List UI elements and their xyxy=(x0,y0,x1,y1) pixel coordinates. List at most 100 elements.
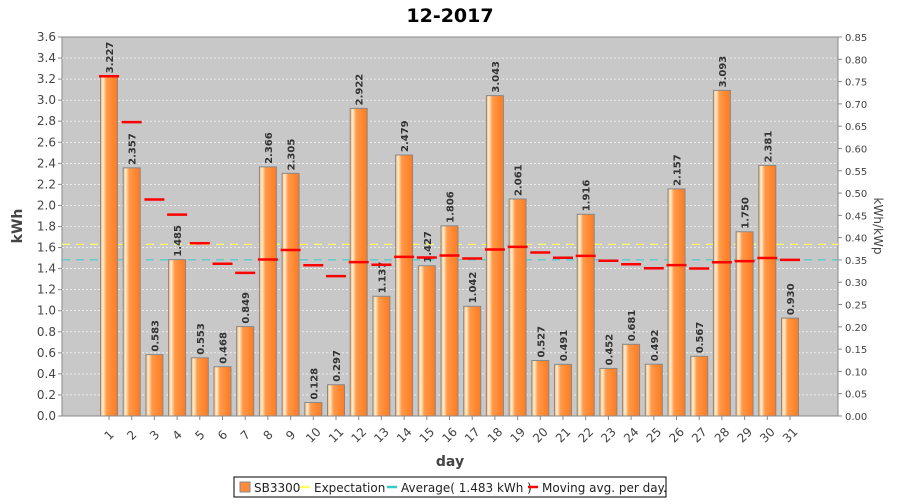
y-right-tick-label: 0.15 xyxy=(845,345,867,356)
bar-value-label: 0.930 xyxy=(786,283,797,315)
bar-value-label: 3.043 xyxy=(491,61,502,93)
bar xyxy=(690,355,709,417)
bar xyxy=(531,360,550,417)
bar-value-label: 2.305 xyxy=(287,139,298,171)
legend: SB3300 Expectation Average( 1.483 kWh ) Mov… xyxy=(233,476,667,498)
bar-value-label: 0.468 xyxy=(219,332,230,364)
y-tick-label: 0.4 xyxy=(37,367,56,381)
y-tick-label: 0.8 xyxy=(37,325,56,339)
y-tick-label: 1.6 xyxy=(37,241,56,255)
y-right-tick-label: 0.75 xyxy=(845,78,867,89)
bar-value-label: 2.381 xyxy=(763,131,774,163)
bar-value-label: 0.491 xyxy=(559,330,570,362)
x-tick-label: 12 xyxy=(349,425,370,446)
x-tick-label: 3 xyxy=(147,428,162,443)
x-tick-label: 4 xyxy=(170,428,185,443)
y-right-tick-label: 0.30 xyxy=(845,278,867,289)
y-tick-label: 2.6 xyxy=(37,135,56,149)
bar-value-label: 0.849 xyxy=(241,292,252,324)
bar xyxy=(576,213,595,417)
y-tick-label: 1.0 xyxy=(37,304,56,318)
bar-value-label: 0.527 xyxy=(536,326,547,358)
y-axis-label: kWh xyxy=(10,209,26,244)
legend-box xyxy=(233,476,667,498)
y-tick-label: 2.8 xyxy=(37,114,56,128)
y-tick-label: 0.0 xyxy=(37,409,56,423)
bar-value-label: 2.157 xyxy=(673,154,684,186)
y-tick-label: 3.2 xyxy=(37,72,56,86)
y-tick-label: 3.4 xyxy=(37,51,56,65)
y-right-tick-label: 0.45 xyxy=(845,211,867,222)
bar xyxy=(599,367,618,417)
bar-value-label: 0.452 xyxy=(604,334,615,366)
x-tick-label: 17 xyxy=(462,425,483,446)
x-tick-label: 23 xyxy=(598,425,619,446)
x-tick-label: 7 xyxy=(238,428,253,443)
y-right-tick-label: 0.85 xyxy=(845,33,867,44)
bar-value-label: 1.916 xyxy=(582,180,593,212)
x-tick-label: 13 xyxy=(371,425,392,446)
bar-value-label: 3.227 xyxy=(105,42,116,74)
x-tick-label: 26 xyxy=(666,425,687,446)
x-tick-label: 31 xyxy=(780,425,801,446)
bar xyxy=(508,198,527,417)
legend-label: SB3300 xyxy=(254,481,300,495)
bar xyxy=(554,363,572,417)
x-tick-label: 14 xyxy=(394,425,415,446)
bar xyxy=(281,172,300,417)
bar-value-label: 2.922 xyxy=(355,74,366,106)
bar-value-label: 1.750 xyxy=(741,197,752,229)
bar xyxy=(622,343,641,417)
y-tick-label: 0.6 xyxy=(37,346,56,360)
y-tick-label: 2.4 xyxy=(37,156,56,170)
y-right-tick-label: 0.60 xyxy=(845,144,867,155)
y-right-tick-label: 0.70 xyxy=(845,100,867,111)
bar-value-label: 1.427 xyxy=(423,231,434,263)
bar xyxy=(304,402,323,417)
y-right-tick-label: 0.80 xyxy=(845,55,867,66)
y-right-tick-label: 0.00 xyxy=(845,412,867,423)
bar-value-label: 3.093 xyxy=(718,56,729,88)
x-tick-label: 9 xyxy=(283,428,298,443)
bar xyxy=(781,317,799,417)
x-tick-label: 15 xyxy=(417,425,438,446)
y-tick-label: 2.0 xyxy=(37,198,56,212)
bar xyxy=(190,357,209,417)
chart-title: 12-2017 xyxy=(406,5,493,27)
y-right-tick-label: 0.65 xyxy=(845,122,867,133)
bar xyxy=(758,164,777,417)
bar-value-label: 0.297 xyxy=(332,350,343,382)
x-tick-label: 16 xyxy=(439,425,460,446)
bar-value-label: 1.042 xyxy=(468,272,479,304)
x-tick-label: 8 xyxy=(260,428,275,443)
bar xyxy=(168,259,187,417)
y-tick-label: 1.8 xyxy=(37,220,56,234)
bar xyxy=(395,154,414,417)
x-tick-label: 22 xyxy=(576,425,597,446)
y-right-tick-label: 0.20 xyxy=(845,323,867,334)
y-right-tick-label: 0.55 xyxy=(845,167,867,178)
bar xyxy=(644,363,663,417)
x-tick-label: 1 xyxy=(102,428,117,443)
legend-label: Average( 1.483 kWh ) xyxy=(401,481,532,495)
y-right-tick-label: 0.05 xyxy=(845,390,867,401)
legend-swatch xyxy=(239,481,251,493)
x-tick-label: 28 xyxy=(712,425,733,446)
y-tick-label: 3.0 xyxy=(37,93,56,107)
bar-value-label: 0.492 xyxy=(650,330,661,362)
bar xyxy=(485,95,504,417)
bar-value-label: 0.128 xyxy=(309,368,320,400)
bar-value-label: 2.357 xyxy=(128,133,139,165)
x-tick-label: 21 xyxy=(553,425,574,446)
x-tick-label: 29 xyxy=(734,425,755,446)
x-tick-label: 19 xyxy=(507,425,528,446)
y-right-tick-label: 0.40 xyxy=(845,234,867,245)
bar-value-label: 0.567 xyxy=(695,322,706,354)
y-right-tick-label: 0.50 xyxy=(845,189,867,200)
bar xyxy=(122,167,141,417)
bar xyxy=(236,326,255,417)
bar-value-label: 0.681 xyxy=(627,310,638,342)
bar xyxy=(417,265,436,417)
bar-value-label: 2.479 xyxy=(400,120,411,152)
